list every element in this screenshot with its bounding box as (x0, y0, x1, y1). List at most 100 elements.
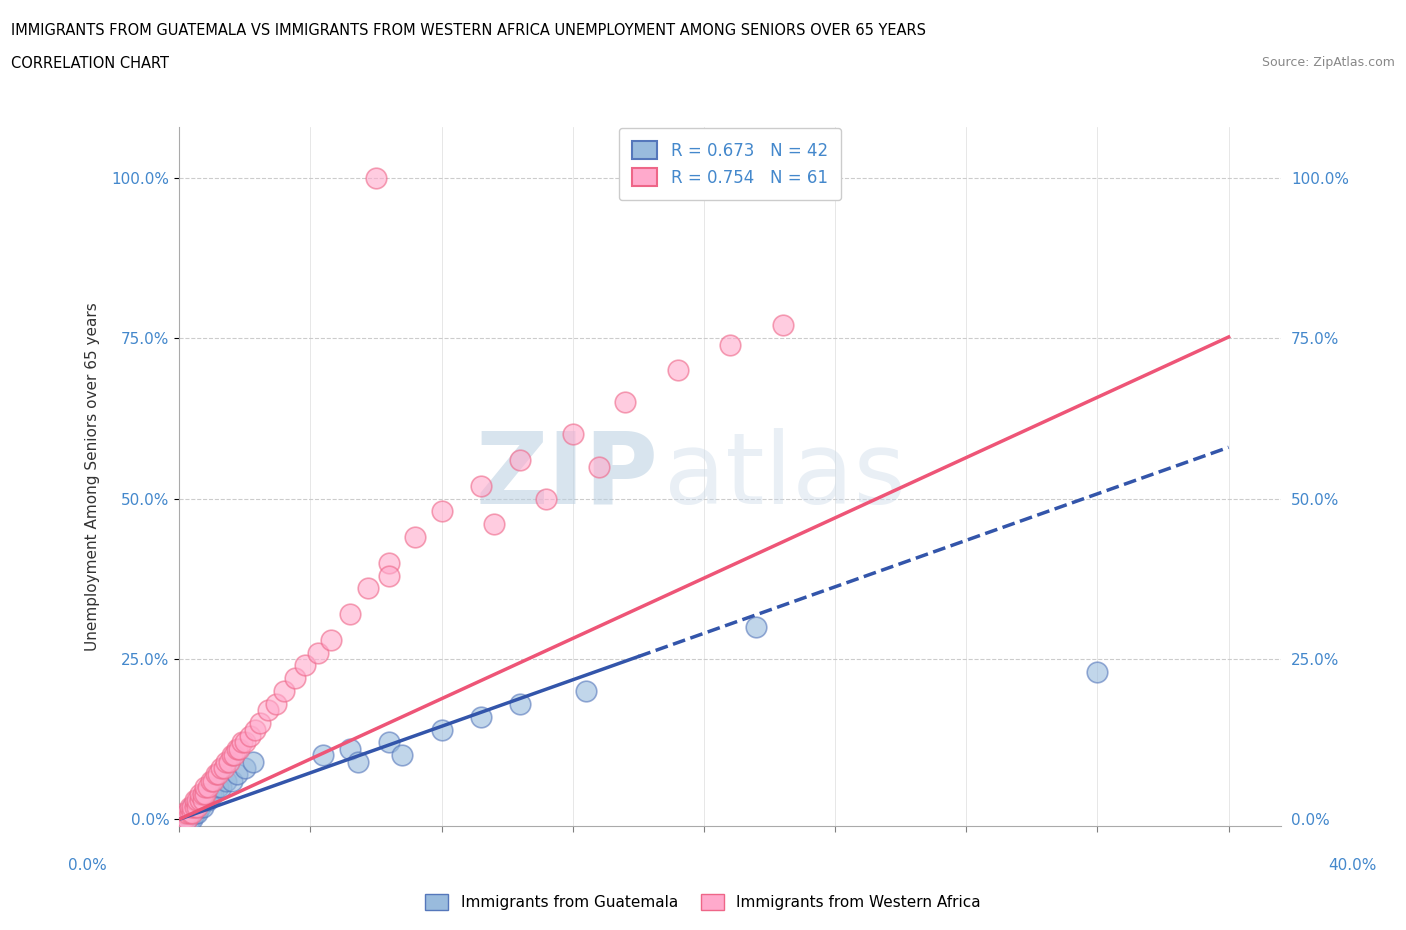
Point (378, 555, 401, 570)
Point (188, 792, 211, 807)
Point (188, 799, 211, 814)
Point (242, 754, 264, 769)
Point (561, 427, 583, 442)
Point (173, 812, 195, 827)
Point (346, 754, 368, 769)
Point (176, 805, 198, 820)
Point (404, 530, 426, 545)
Y-axis label: Unemployment Among Seniors over 65 years: Unemployment Among Seniors over 65 years (86, 302, 100, 651)
Point (273, 684, 295, 698)
Point (184, 792, 207, 807)
Point (200, 786, 222, 801)
Point (357, 581, 380, 596)
Point (191, 786, 214, 801)
Point (225, 767, 247, 782)
Point (666, 363, 689, 378)
Point (245, 722, 267, 737)
Point (188, 786, 211, 801)
Point (233, 761, 256, 776)
Point (170, 812, 193, 827)
Point (321, 632, 343, 647)
Point (225, 741, 247, 756)
Point (430, 722, 453, 737)
Text: Source: ZipAtlas.com: Source: ZipAtlas.com (1261, 56, 1395, 69)
Point (339, 606, 361, 621)
Point (202, 774, 225, 789)
Point (231, 735, 253, 750)
Point (179, 812, 201, 827)
Point (391, 748, 413, 763)
Point (170, 812, 193, 827)
Point (209, 780, 232, 795)
Point (588, 459, 610, 474)
Point (181, 799, 204, 814)
Point (224, 748, 246, 763)
Legend: R = 0.673   N = 42, R = 0.754   N = 61: R = 0.673 N = 42, R = 0.754 N = 61 (619, 128, 841, 200)
Point (249, 716, 271, 731)
Point (184, 805, 207, 820)
Point (207, 780, 229, 795)
Point (186, 799, 208, 814)
Point (239, 728, 262, 743)
Point (173, 812, 195, 827)
Point (186, 805, 208, 820)
Point (194, 792, 217, 807)
Point (184, 799, 207, 814)
Point (614, 395, 637, 410)
Point (181, 799, 204, 814)
Point (215, 774, 238, 789)
Point (257, 703, 280, 718)
Point (218, 754, 240, 769)
Point (212, 761, 235, 776)
Point (509, 453, 531, 468)
Point (215, 754, 238, 769)
Point (194, 780, 217, 795)
Point (312, 748, 335, 763)
Text: 0.0%: 0.0% (67, 858, 107, 873)
Point (188, 792, 211, 807)
Text: CORRELATION CHART: CORRELATION CHART (11, 56, 169, 71)
Point (181, 812, 204, 827)
Point (470, 710, 492, 724)
Point (191, 792, 214, 807)
Point (191, 799, 214, 814)
Point (179, 799, 201, 814)
Point (307, 645, 329, 660)
Point (191, 792, 214, 807)
Point (194, 786, 217, 801)
Text: ZIP: ZIP (475, 428, 658, 525)
Point (364, 170, 387, 185)
Point (181, 805, 204, 820)
Point (200, 774, 222, 789)
Point (205, 767, 228, 782)
Point (173, 805, 195, 820)
Point (197, 792, 219, 807)
Point (207, 767, 229, 782)
Point (509, 697, 531, 711)
Point (181, 805, 204, 820)
Point (772, 318, 794, 333)
Text: IMMIGRANTS FROM GUATEMALA VS IMMIGRANTS FROM WESTERN AFRICA UNEMPLOYMENT AMONG S: IMMIGRANTS FROM GUATEMALA VS IMMIGRANTS … (11, 23, 927, 38)
Point (470, 478, 492, 493)
Point (209, 761, 232, 776)
Point (264, 697, 287, 711)
Point (221, 748, 243, 763)
Text: atlas: atlas (664, 428, 905, 525)
Point (378, 735, 401, 750)
Point (173, 812, 195, 827)
Point (575, 684, 598, 698)
Point (197, 780, 219, 795)
Point (339, 741, 361, 756)
Point (186, 792, 208, 807)
Point (536, 491, 558, 506)
Point (179, 805, 201, 820)
Point (184, 799, 207, 814)
Point (718, 338, 741, 352)
Text: 40.0%: 40.0% (1329, 858, 1376, 873)
Point (179, 805, 201, 820)
Point (186, 799, 208, 814)
Point (176, 805, 198, 820)
Point (482, 517, 505, 532)
Point (176, 812, 198, 827)
Point (378, 568, 401, 583)
